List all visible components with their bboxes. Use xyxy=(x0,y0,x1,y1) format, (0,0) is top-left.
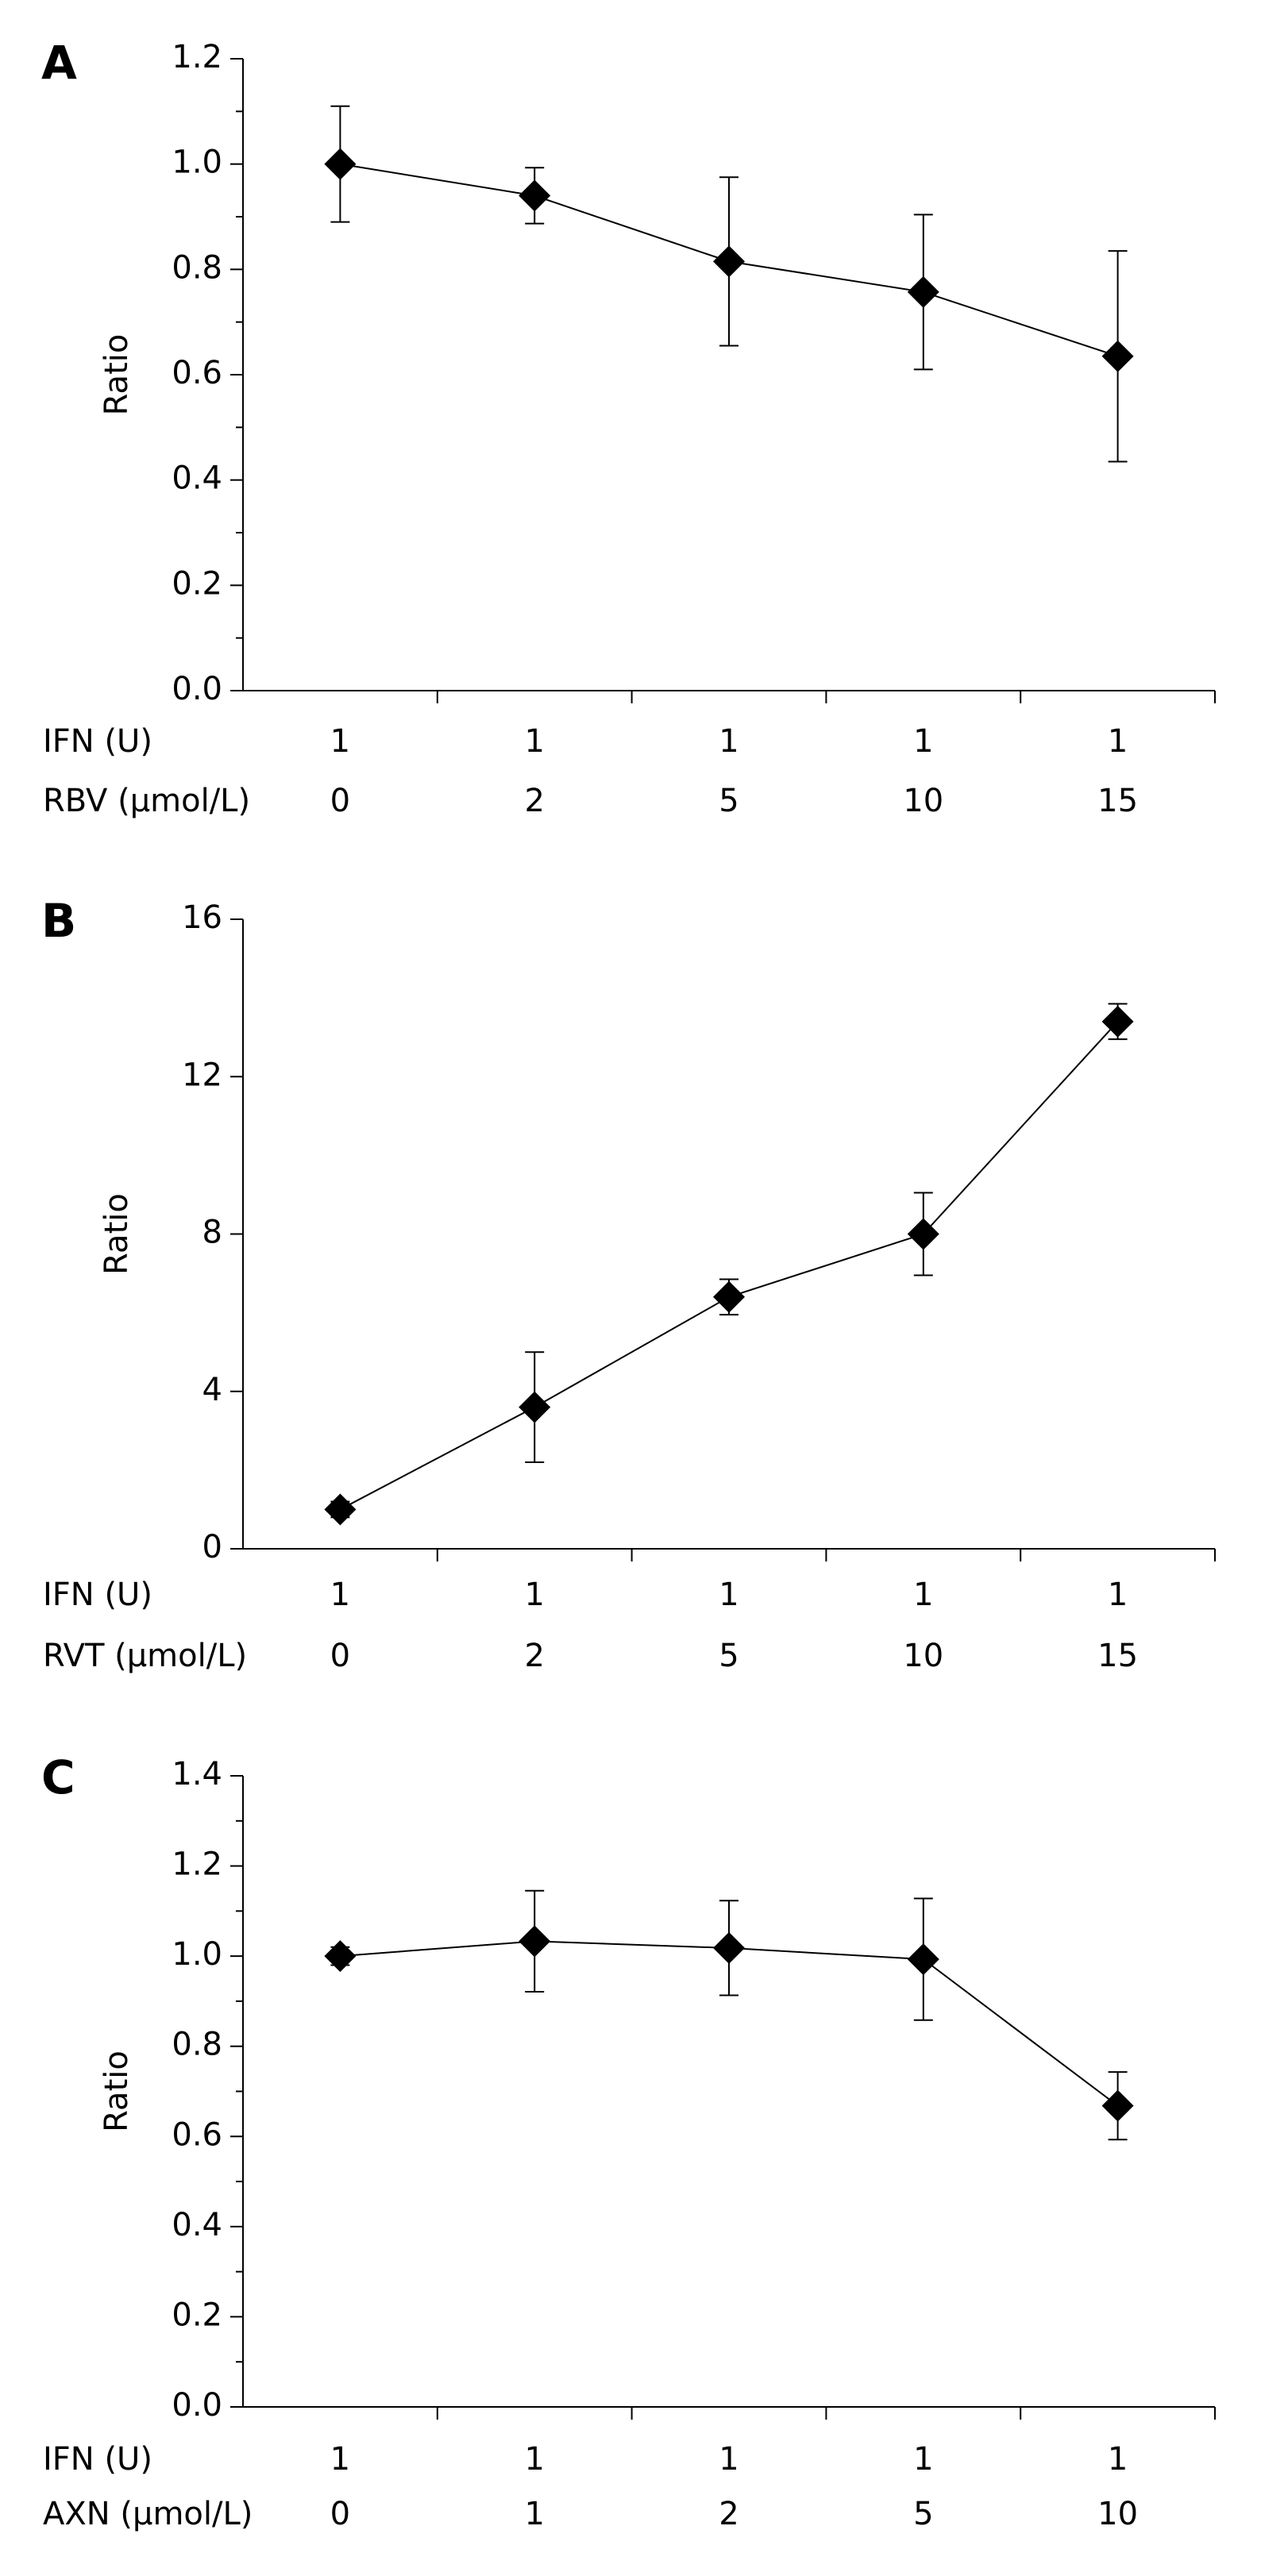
y-tick-label: 0.4 xyxy=(172,460,222,497)
y-tick-label: 12 xyxy=(182,1057,222,1093)
ifn-label: 1 xyxy=(330,2441,350,2478)
panel-label: B xyxy=(41,894,76,948)
y-tick-label: 0.2 xyxy=(172,2297,222,2333)
x-tick-label: 5 xyxy=(719,783,738,819)
y-tick-label: 0.6 xyxy=(172,355,222,391)
marker xyxy=(519,179,551,212)
x-tick-label: 1 xyxy=(524,2496,544,2532)
y-tick-label: 1.2 xyxy=(172,39,222,75)
ifn-label: 1 xyxy=(524,2441,544,2478)
y-tick-label: 4 xyxy=(202,1372,222,1408)
data-line xyxy=(339,1021,1119,1511)
y-tick-label: 0.6 xyxy=(172,2116,222,2153)
marker xyxy=(713,1931,745,1964)
ifn-label: 1 xyxy=(1108,2441,1128,2478)
row-label: RVT (μmol/L) xyxy=(43,1638,247,1674)
y-axis-label: Ratio xyxy=(98,1193,135,1275)
ifn-label: 1 xyxy=(913,1577,933,1613)
marker xyxy=(519,1925,551,1958)
marker xyxy=(324,148,357,180)
ifn-label: 1 xyxy=(913,723,933,760)
x-tick-label: 2 xyxy=(524,783,544,819)
marker xyxy=(1101,2089,1134,2122)
y-tick-label: 16 xyxy=(182,899,222,936)
y-tick-label: 0.0 xyxy=(172,671,222,707)
marker xyxy=(907,1943,939,1976)
y-tick-label: 1.0 xyxy=(172,144,222,181)
y-tick-label: 1.4 xyxy=(172,1756,222,1792)
y-tick-label: 1.2 xyxy=(172,1846,222,1883)
panel-label: A xyxy=(41,36,77,90)
x-tick-label: 0 xyxy=(330,2496,350,2532)
row-label: RBV (μmol/L) xyxy=(43,783,250,819)
marker xyxy=(713,245,745,278)
y-tick-label: 1.0 xyxy=(172,1936,222,1973)
panel-label: C xyxy=(41,1750,75,1804)
marker xyxy=(324,1493,357,1526)
y-tick-label: 0 xyxy=(202,1529,222,1565)
ifn-label: 1 xyxy=(330,1577,350,1613)
x-tick-label: 5 xyxy=(913,2496,933,2532)
marker xyxy=(519,1391,551,1423)
row-label: IFN (U) xyxy=(43,2441,152,2478)
marker xyxy=(1101,340,1134,372)
x-tick-label: 10 xyxy=(903,1638,943,1674)
ifn-label: 1 xyxy=(524,1577,544,1613)
ifn-label: 1 xyxy=(719,723,738,760)
ifn-label: 1 xyxy=(524,723,544,760)
x-tick-label: 10 xyxy=(1097,2496,1138,2532)
marker xyxy=(907,1218,939,1250)
y-tick-label: 0.2 xyxy=(172,565,222,602)
ifn-label: 1 xyxy=(1108,723,1128,760)
row-label: AXN (μmol/L) xyxy=(43,2496,253,2532)
y-tick-label: 0.4 xyxy=(172,2207,222,2243)
marker xyxy=(713,1280,745,1313)
marker xyxy=(907,275,939,308)
y-tick-label: 0.8 xyxy=(172,2027,222,2063)
row-label: IFN (U) xyxy=(43,723,152,760)
ifn-label: 1 xyxy=(719,2441,738,2478)
ifn-label: 1 xyxy=(719,1577,738,1613)
y-tick-label: 8 xyxy=(202,1215,222,1251)
ifn-label: 1 xyxy=(913,2441,933,2478)
row-label: IFN (U) xyxy=(43,1577,152,1613)
y-tick-label: 0.0 xyxy=(172,2387,222,2424)
ifn-label: 1 xyxy=(1108,1577,1128,1613)
y-axis-label: Ratio xyxy=(98,334,135,416)
x-tick-label: 15 xyxy=(1097,783,1138,819)
x-tick-label: 5 xyxy=(719,1638,738,1674)
x-tick-label: 2 xyxy=(719,2496,738,2532)
y-tick-label: 0.8 xyxy=(172,249,222,286)
x-tick-label: 0 xyxy=(330,783,350,819)
x-tick-label: 10 xyxy=(903,783,943,819)
x-tick-label: 0 xyxy=(330,1638,350,1674)
marker xyxy=(324,1940,357,1973)
marker xyxy=(1101,1005,1134,1038)
y-axis-label: Ratio xyxy=(98,2050,135,2132)
x-tick-label: 2 xyxy=(524,1638,544,1674)
x-tick-label: 15 xyxy=(1097,1638,1138,1674)
ifn-label: 1 xyxy=(330,723,350,760)
